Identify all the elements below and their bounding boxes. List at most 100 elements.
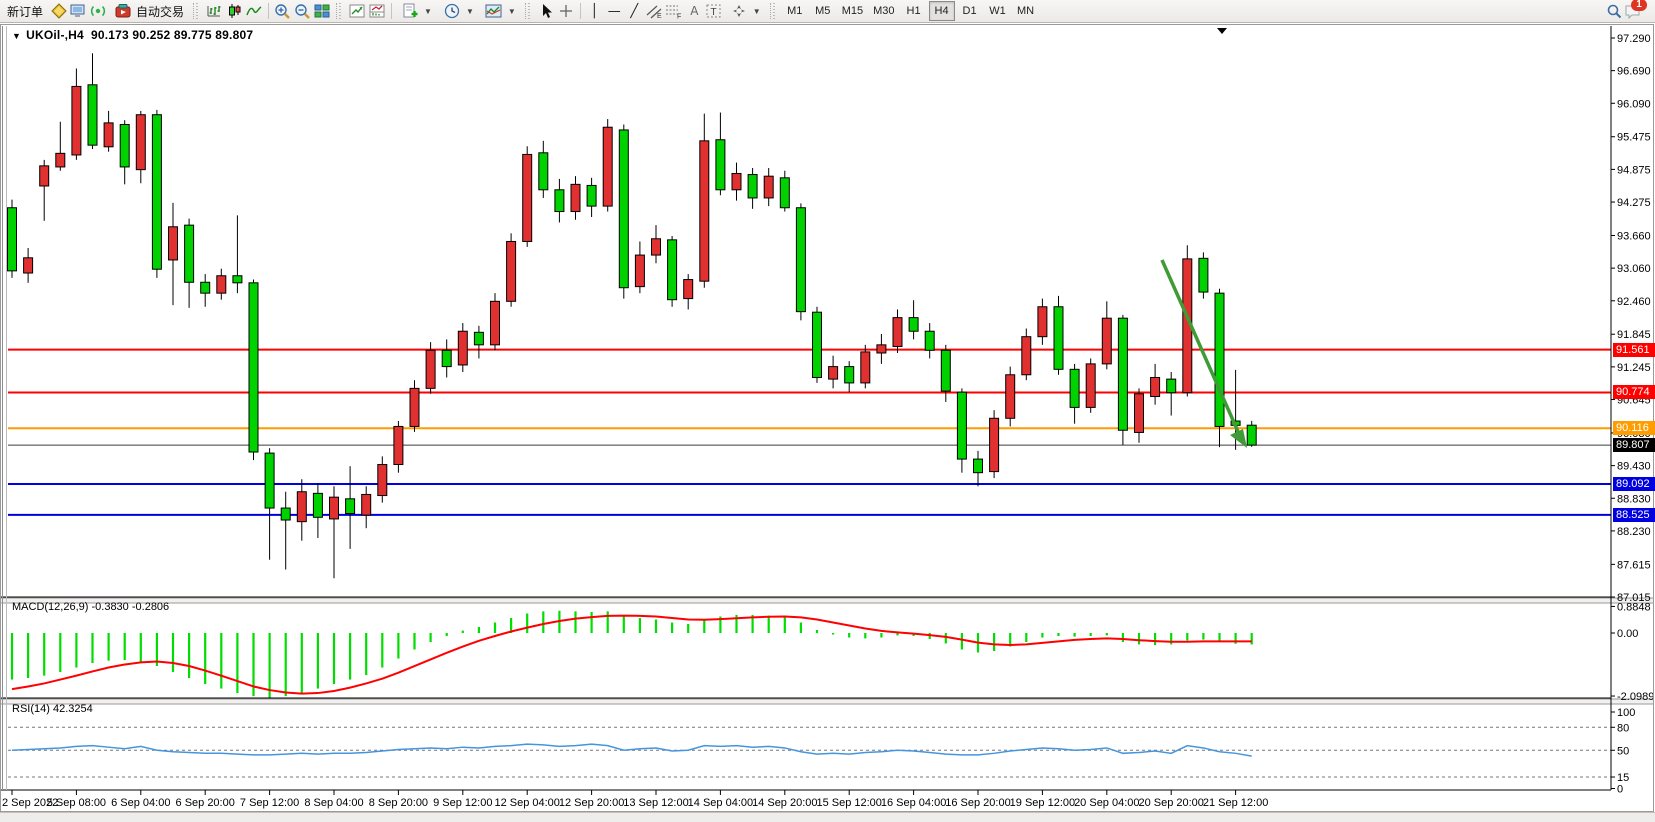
svg-text:96.090: 96.090 [1617,98,1651,110]
arrow-annotation[interactable] [1160,259,1247,448]
macd-histogram [10,610,1253,698]
search-icon[interactable] [1604,2,1623,21]
current-price-badge: 89.807 [1613,438,1655,453]
text-label-icon[interactable]: T [705,2,724,21]
tile-windows-icon[interactable] [313,2,332,21]
splitter-2[interactable] [1,698,1654,705]
price-badge-90.774: 90.774 [1613,385,1655,400]
chart-title: ▼ UKOil-,H4 90.173 90.252 89.775 89.807 [12,28,254,42]
equidistant-channel-icon[interactable]: E [645,2,664,21]
svg-text:2 Sep 2022: 2 Sep 2022 [2,797,58,809]
svg-text:21 Sep 12:00: 21 Sep 12:00 [1203,797,1268,809]
template-button[interactable]: ▼ [480,1,521,21]
svg-text:96.690: 96.690 [1617,66,1651,78]
svg-text:50: 50 [1617,745,1629,757]
toolbar-grip [193,3,202,19]
splitter-1[interactable] [1,597,1654,604]
svg-text:88.830: 88.830 [1617,493,1651,505]
indicators-icon[interactable] [348,2,367,21]
macd-label: MACD(12,26,9) -0.3830 -0.2806 [12,601,170,613]
svg-text:88.230: 88.230 [1617,526,1651,538]
window-menu-icon[interactable]: ▼ [12,31,22,41]
chat-icon[interactable]: 1 [1624,0,1647,21]
macd-signal-line [11,614,1252,695]
svg-text:5 Sep 08:00: 5 Sep 08:00 [47,797,106,809]
svg-text:20 Sep 20:00: 20 Sep 20:00 [1138,797,1203,809]
svg-text:94.275: 94.275 [1617,197,1651,209]
arrows-icon [730,2,749,21]
terminal-icon[interactable] [69,2,88,21]
crosshair-icon[interactable] [557,2,576,21]
svg-text:93.060: 93.060 [1617,263,1651,275]
price-badge-91.561: 91.561 [1613,342,1655,357]
text-icon[interactable]: A [690,4,699,18]
svg-text:15: 15 [1617,772,1629,784]
price-badge-90.116: 90.116 [1613,421,1655,436]
cursor-icon[interactable] [537,2,556,21]
price-badge-88.525: 88.525 [1613,507,1655,522]
timeframe-m15[interactable]: M15 [838,1,867,21]
market-watch-icon[interactable] [49,2,68,21]
dropdown-arrow: ▼ [752,6,761,16]
candlestick-chart-icon[interactable] [225,2,244,21]
svg-text:13 Sep 12:00: 13 Sep 12:00 [623,797,688,809]
toolbar: 新订单 自动交易 [0,0,1655,23]
notification-badge: 1 [1631,0,1647,11]
trendline-icon[interactable]: ╱ [630,3,639,19]
timeframe-h4[interactable]: H4 [928,1,955,21]
dropdown-arrow: ▼ [507,6,516,16]
vertical-line-icon[interactable]: │ [590,3,599,19]
fibonacci-icon[interactable]: F [665,2,684,21]
timeframe-d1[interactable]: D1 [957,1,983,21]
svg-text:16 Sep 04:00: 16 Sep 04:00 [881,797,946,809]
svg-text:97.290: 97.290 [1617,33,1651,45]
svg-text:7 Sep 12:00: 7 Sep 12:00 [240,797,299,809]
period-button[interactable]: ▼ [438,1,479,21]
svg-text:12 Sep 04:00: 12 Sep 04:00 [494,797,559,809]
chart-canvas[interactable]: 97.290 96.690 96.090 95.475 94.875 94.275 93.6… [0,24,1655,812]
add-indicator-button[interactable]: ▼ [396,1,437,21]
timeframe-group: M1 M5 M15 M30 H1 H4 D1 W1 MN [782,1,1039,21]
svg-text:80: 80 [1617,722,1629,734]
horizontal-line-icon[interactable]: — [607,3,621,19]
chart-shift-marker[interactable] [1217,28,1227,34]
timeframe-m1[interactable]: M1 [782,1,808,21]
macd-signal-value: -0.2806 [131,601,170,613]
svg-text:E: E [657,13,662,19]
zoom-out-icon[interactable] [293,2,312,21]
autotrading-button[interactable]: 自动交易 [109,1,189,21]
bar-chart-icon[interactable] [205,2,224,21]
timeframe-m5[interactable]: M5 [810,1,836,21]
svg-text:T: T [711,7,717,18]
svg-text:6 Sep 20:00: 6 Sep 20:00 [176,797,235,809]
svg-text:14 Sep 20:00: 14 Sep 20:00 [752,797,817,809]
timeframe-w1[interactable]: W1 [985,1,1011,21]
svg-text:89.430: 89.430 [1617,461,1651,473]
svg-text:19 Sep 12:00: 19 Sep 12:00 [1010,797,1075,809]
svg-text:87.015: 87.015 [1617,592,1651,604]
svg-text:9 Sep 12:00: 9 Sep 12:00 [433,797,492,809]
bottom-strip [0,812,1655,822]
timeframe-h1[interactable]: H1 [901,1,927,21]
arrows-button[interactable]: ▼ [725,1,766,21]
svg-text:6 Sep 04:00: 6 Sep 04:00 [111,797,170,809]
zoom-in-icon[interactable] [273,2,292,21]
svg-text:94.875: 94.875 [1617,164,1651,176]
svg-text:91.845: 91.845 [1617,329,1651,341]
toolbar-grip [524,3,533,19]
line-chart-icon[interactable] [245,2,264,21]
signals-icon[interactable] [89,2,108,21]
new-order-button[interactable]: 新订单 [2,1,48,21]
timeframe-m30[interactable]: M30 [869,1,898,21]
indicator-window-icon[interactable] [368,2,387,21]
template-icon [485,2,504,21]
svg-text:8 Sep 20:00: 8 Sep 20:00 [369,797,428,809]
candles [7,53,1257,579]
toolbar-separator [391,3,393,19]
svg-text:15 Sep 12:00: 15 Sep 12:00 [816,797,881,809]
dropdown-arrow: ▼ [424,6,432,16]
timeframe-mn[interactable]: MN [1013,1,1039,21]
macd-axis: 0.8848 0.00 -2.0989 [1611,601,1654,703]
svg-text:95.475: 95.475 [1617,132,1651,144]
svg-text:16 Sep 20:00: 16 Sep 20:00 [945,797,1010,809]
